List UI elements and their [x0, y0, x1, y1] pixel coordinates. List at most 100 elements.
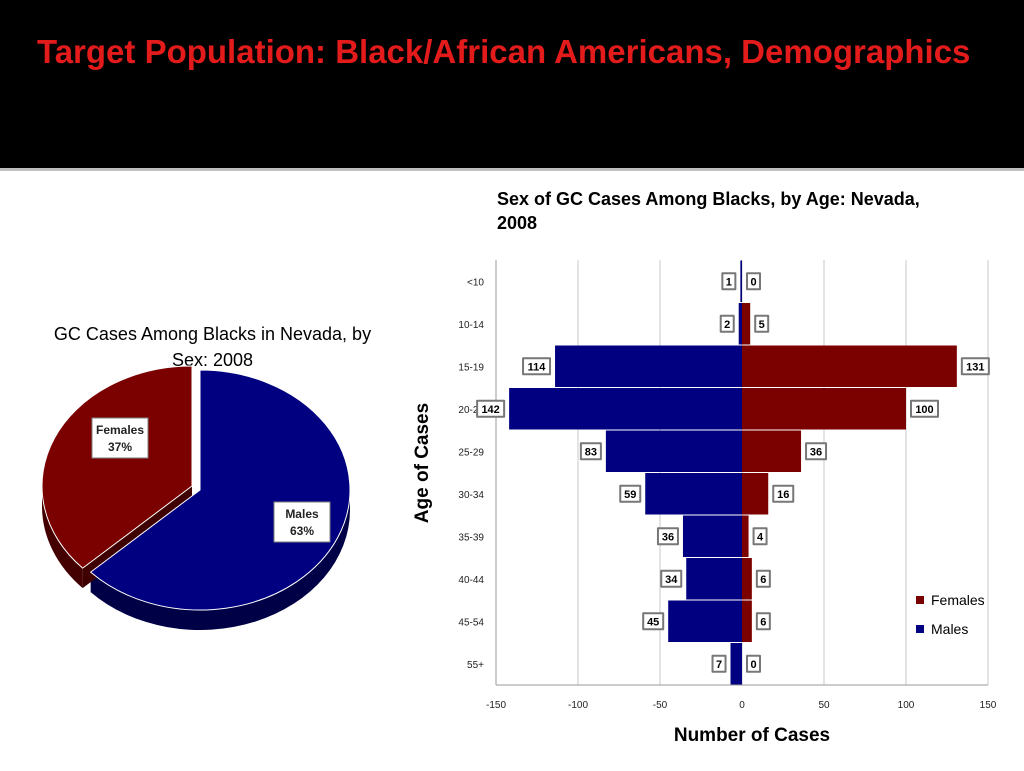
females-bar [742, 430, 802, 472]
males-data-label-text: 36 [662, 531, 674, 543]
y-axis-tick-labels: <10 10-14 15-19 20-24 25-29 30-34 35-39 40-44 45… [458, 277, 484, 671]
y-tick-label: <10 [467, 277, 484, 288]
males-data-label-inner [478, 401, 504, 416]
females-data-label-text: 36 [810, 446, 822, 458]
x-tick-label: -50 [653, 700, 668, 711]
females-slice-side [42, 486, 83, 589]
males-data-label: 59 [619, 484, 642, 503]
females-data-label: 0 [746, 654, 761, 673]
males-legend-swatch [916, 625, 924, 633]
males-data-label: 114 [522, 357, 552, 376]
males-bar [686, 558, 742, 600]
y-tick-label: 40-44 [458, 575, 484, 586]
females-data-label: 6 [755, 569, 771, 588]
males-label-box [273, 501, 331, 543]
bars [509, 260, 957, 685]
males-data-label-text: 142 [481, 404, 499, 416]
males-slice [89, 369, 351, 611]
females-data-label: 0 [746, 272, 761, 291]
females-bar [742, 473, 769, 515]
females-bar [742, 515, 749, 557]
females-data-label-inner [912, 401, 937, 416]
males-data-label-text: 2 [724, 319, 730, 331]
y-tick-label: 20-24 [458, 405, 484, 416]
males-data-label-inner [723, 274, 735, 289]
males-bar [509, 388, 742, 430]
slide-title: Target Population: Black/African America… [37, 33, 971, 70]
pie-slices [41, 365, 351, 611]
females-slice [41, 365, 193, 569]
females-label-percent: 37% [108, 440, 132, 454]
females-data-label: 36 [805, 442, 828, 461]
males-label-name: Males [285, 507, 319, 521]
females-data-label-inner [748, 274, 759, 289]
females-data-label: 4 [752, 527, 768, 546]
females-bar [742, 558, 752, 600]
population-pyramid-chart: -150 -100 -50 0 50 100 150<1010-1415-1920-2425… [412, 260, 997, 746]
males-legend-label: Males [931, 621, 968, 637]
males-data-label-text: 45 [647, 616, 659, 628]
y-tick-label: 45-54 [458, 617, 484, 628]
females-data-label-inner [757, 571, 769, 586]
males-bar [645, 473, 742, 515]
males-data-label-inner [621, 486, 640, 501]
x-tick-label: 100 [898, 700, 915, 711]
females-data-label-text: 6 [760, 616, 766, 628]
females-bar [742, 303, 751, 345]
females-data-label: Females 37% [91, 417, 149, 459]
males-data-label-text: 59 [624, 489, 636, 501]
males-data-label-inner [581, 444, 600, 459]
pie-chart-title: GC Cases Among Blacks in Nevada, by Sex:… [53, 324, 372, 370]
males-data-label-inner [662, 571, 681, 586]
bar-chart-title: Sex of GC Cases Among Blacks, by Age: Ne… [497, 189, 920, 233]
title-band [0, 0, 1024, 160]
y-tick-label: 25-29 [458, 447, 484, 458]
females-data-label-inner [757, 614, 769, 629]
data-labels: 1 0 2 5 114 131 142 100 83 36 59 16 36 4 34 6 45 6 7 0 [476, 272, 990, 673]
males-data-label: 83 [579, 442, 602, 461]
y-tick-label: 35-39 [458, 532, 484, 543]
females-data-label-inner [748, 656, 759, 671]
females-data-label-text: 131 [966, 361, 984, 373]
y-tick-label: 15-19 [458, 362, 484, 373]
legend: Females Males [916, 592, 985, 637]
x-tick-label: -100 [568, 700, 588, 711]
males-data-label: 1 [721, 272, 737, 291]
females-label-box [91, 417, 149, 459]
females-legend-label: Females [931, 592, 985, 608]
y-axis-title: Age of Cases [412, 403, 433, 523]
females-label-name: Females [96, 423, 144, 437]
females-bar [742, 388, 906, 430]
y-tick-label: 55+ [467, 660, 484, 671]
males-data-label-text: 34 [665, 574, 678, 586]
males-data-label: Males 63% [273, 501, 331, 543]
males-data-label: 2 [719, 314, 735, 333]
females-data-label-text: 100 [915, 404, 933, 416]
females-data-label-text: 0 [750, 659, 756, 671]
pie-chart: Females 37% Males 63% [41, 365, 351, 630]
females-data-label-inner [756, 316, 768, 331]
x-axis-title: Number of Cases [674, 725, 830, 746]
males-data-label: 7 [711, 654, 727, 673]
females-data-label: 5 [754, 314, 770, 333]
males-bar [740, 260, 742, 302]
males-data-label: 36 [656, 527, 679, 546]
y-tick-label: 10-14 [458, 320, 484, 331]
females-data-label-inner [774, 486, 793, 501]
females-data-label-text: 0 [750, 276, 756, 288]
females-data-label-text: 6 [760, 574, 766, 586]
females-data-label-text: 16 [777, 489, 789, 501]
x-tick-label: 50 [818, 700, 830, 711]
males-label-percent: 63% [290, 524, 314, 538]
females-data-label-inner [962, 359, 988, 374]
females-data-label: 6 [755, 612, 771, 631]
x-tick-label: -150 [486, 700, 506, 711]
females-data-label: 16 [772, 484, 795, 503]
males-data-label-text: 114 [528, 361, 547, 373]
females-bar [742, 600, 752, 642]
females-data-label-inner [754, 529, 766, 544]
x-tick-label: 0 [739, 700, 745, 711]
males-slice-side [90, 490, 350, 630]
females-data-label-text: 5 [759, 319, 765, 331]
males-bar [738, 303, 742, 345]
